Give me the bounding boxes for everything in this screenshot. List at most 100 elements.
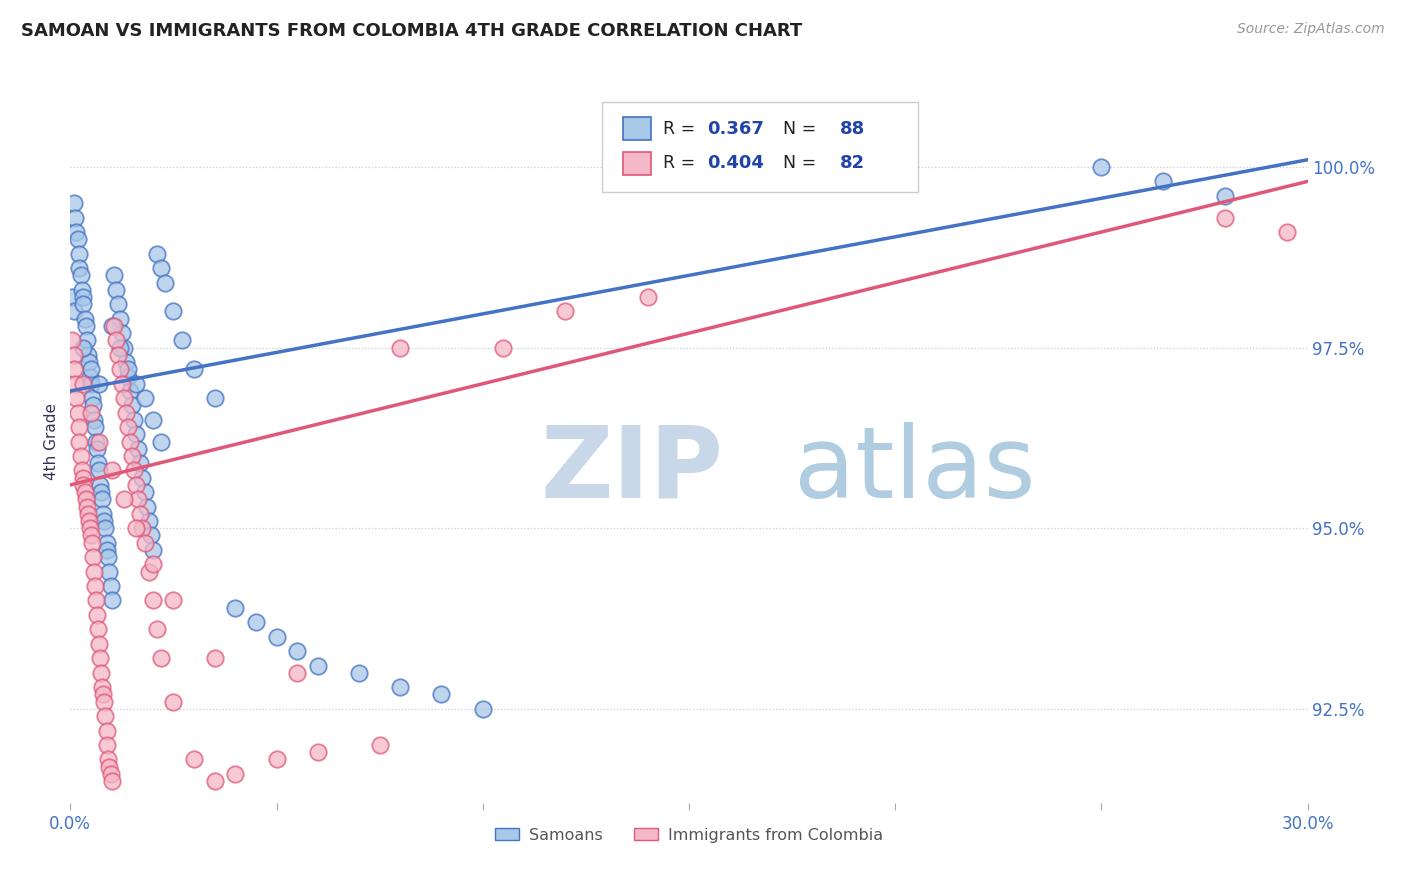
Point bbox=[97, 752, 120, 766]
Point bbox=[134, 391, 156, 405]
Point bbox=[62, 304, 84, 318]
Point bbox=[204, 391, 226, 405]
Point bbox=[285, 665, 308, 680]
Point bbox=[67, 434, 90, 449]
Point bbox=[285, 644, 308, 658]
Point bbox=[204, 651, 226, 665]
Point bbox=[1213, 189, 1236, 203]
Point bbox=[96, 738, 118, 752]
Point bbox=[368, 738, 391, 752]
Point bbox=[204, 774, 226, 789]
Point bbox=[65, 225, 87, 239]
Point bbox=[80, 535, 103, 549]
Point bbox=[347, 665, 370, 680]
Point bbox=[90, 485, 112, 500]
Point bbox=[75, 492, 97, 507]
Point bbox=[134, 485, 156, 500]
Point bbox=[389, 341, 412, 355]
Point bbox=[93, 695, 115, 709]
Point bbox=[65, 391, 87, 405]
Point bbox=[72, 341, 94, 355]
Point bbox=[89, 478, 111, 492]
Point bbox=[307, 745, 329, 759]
Point bbox=[79, 521, 101, 535]
Point bbox=[183, 752, 205, 766]
Point bbox=[471, 702, 494, 716]
Point bbox=[84, 434, 107, 449]
Point bbox=[89, 376, 111, 391]
Point bbox=[245, 615, 267, 630]
Point bbox=[122, 413, 145, 427]
Point bbox=[1152, 174, 1174, 188]
Point bbox=[87, 623, 110, 637]
Point bbox=[83, 565, 105, 579]
FancyBboxPatch shape bbox=[623, 152, 651, 175]
Point bbox=[153, 276, 176, 290]
Point bbox=[108, 341, 131, 355]
Point bbox=[100, 579, 122, 593]
Point bbox=[67, 261, 90, 276]
Point bbox=[72, 297, 94, 311]
Point bbox=[112, 341, 135, 355]
Point bbox=[120, 384, 142, 398]
Point bbox=[1275, 225, 1298, 239]
Point bbox=[138, 514, 160, 528]
Point bbox=[100, 774, 122, 789]
Point bbox=[430, 688, 453, 702]
Point bbox=[117, 420, 139, 434]
Point bbox=[60, 290, 83, 304]
Point bbox=[77, 355, 100, 369]
Point bbox=[150, 434, 173, 449]
Point bbox=[84, 593, 107, 607]
Point bbox=[122, 463, 145, 477]
Point bbox=[266, 752, 288, 766]
Point bbox=[80, 528, 103, 542]
Point bbox=[115, 355, 138, 369]
Point bbox=[84, 579, 107, 593]
Point bbox=[93, 514, 115, 528]
Point bbox=[115, 406, 138, 420]
Point bbox=[224, 600, 246, 615]
Point bbox=[103, 268, 125, 283]
Point bbox=[1213, 211, 1236, 225]
Point bbox=[150, 261, 173, 276]
Point bbox=[125, 521, 148, 535]
Point bbox=[127, 442, 149, 456]
Point bbox=[79, 369, 101, 384]
Point bbox=[139, 528, 162, 542]
Point bbox=[76, 348, 98, 362]
Point bbox=[121, 449, 143, 463]
Point bbox=[183, 362, 205, 376]
Point bbox=[80, 391, 103, 405]
Point bbox=[69, 268, 91, 283]
Point bbox=[117, 369, 139, 384]
FancyBboxPatch shape bbox=[602, 102, 918, 193]
Point bbox=[87, 456, 110, 470]
Y-axis label: 4th Grade: 4th Grade bbox=[44, 403, 59, 480]
Point bbox=[100, 463, 122, 477]
Point bbox=[65, 376, 87, 391]
Point bbox=[75, 318, 97, 333]
Point bbox=[100, 318, 122, 333]
Point bbox=[89, 434, 111, 449]
Point bbox=[89, 651, 111, 665]
Point bbox=[80, 406, 103, 420]
Point bbox=[94, 521, 117, 535]
Point bbox=[108, 311, 131, 326]
Point bbox=[91, 492, 114, 507]
Point bbox=[125, 478, 148, 492]
Point bbox=[142, 543, 165, 558]
Point bbox=[142, 593, 165, 607]
Point bbox=[492, 341, 515, 355]
Point bbox=[90, 665, 112, 680]
Point bbox=[117, 362, 139, 376]
Point bbox=[125, 376, 148, 391]
Text: N =: N = bbox=[772, 120, 821, 137]
Point bbox=[83, 413, 105, 427]
Point bbox=[138, 565, 160, 579]
Point bbox=[97, 550, 120, 565]
Legend: Samoans, Immigrants from Colombia: Samoans, Immigrants from Colombia bbox=[489, 822, 889, 849]
Point bbox=[111, 326, 134, 341]
Point bbox=[142, 558, 165, 572]
Point bbox=[77, 514, 100, 528]
